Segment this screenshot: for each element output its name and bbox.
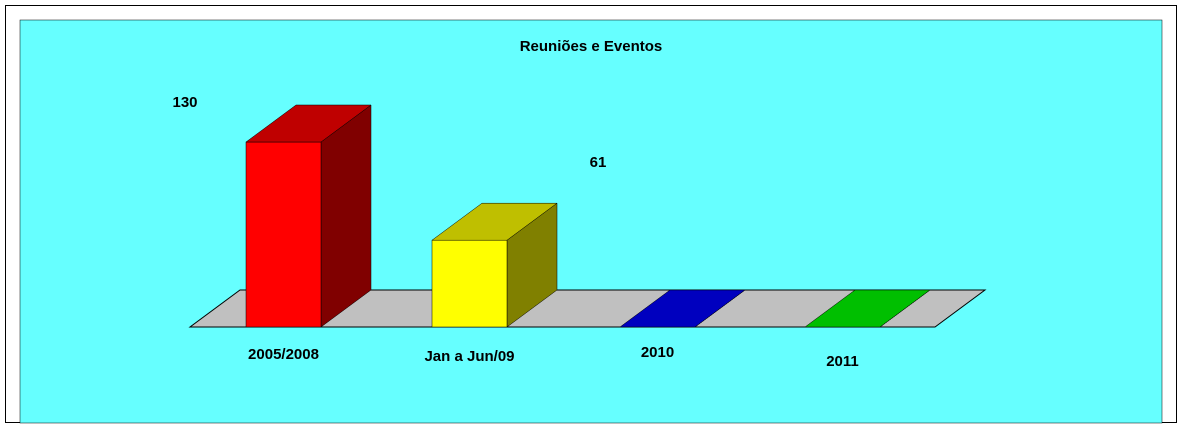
chart-title: Reuniões e Eventos [520, 38, 663, 55]
x-tick-label: 2010 [641, 344, 674, 361]
bar-top [619, 289, 746, 328]
bar-top [245, 104, 372, 143]
bar-side [320, 104, 372, 328]
bar-top [431, 202, 558, 241]
x-tick-label: Jan a Jun/09 [424, 348, 514, 365]
data-label: 61 [590, 154, 607, 171]
x-tick-label: 2005/2008 [248, 346, 319, 363]
bar [431, 239, 508, 328]
bar [245, 141, 322, 328]
x-tick-label: 2011 [826, 353, 859, 370]
bar-top [804, 289, 931, 328]
data-label: 130 [172, 94, 197, 111]
plot-background [19, 19, 1163, 424]
